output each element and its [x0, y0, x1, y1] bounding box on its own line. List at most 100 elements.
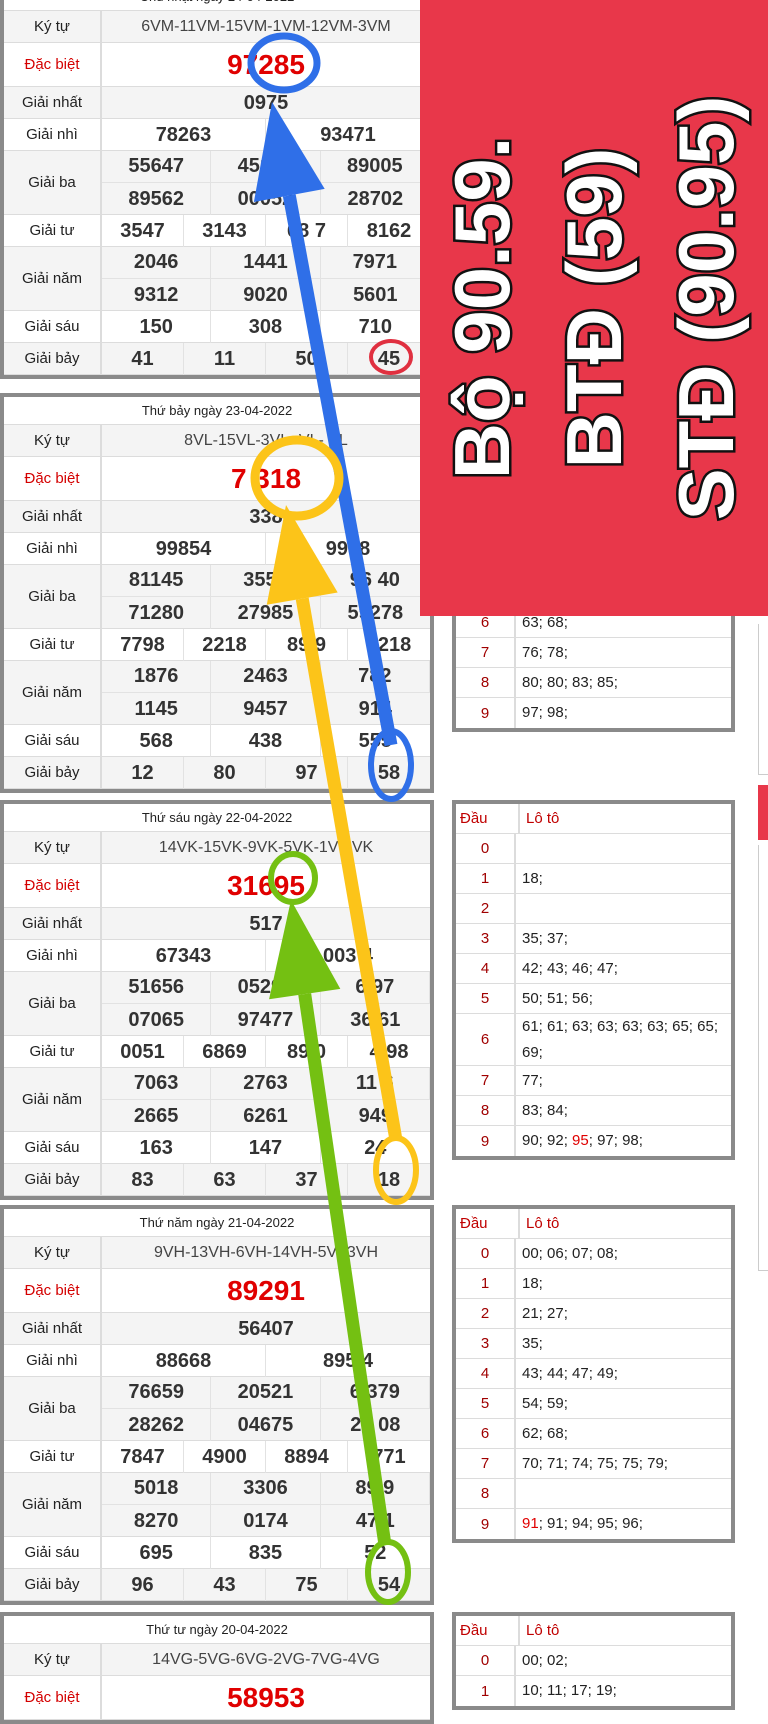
loto-row: 6 62; 68; — [456, 1419, 731, 1449]
loto-row: 9 90; 92; 95; 97; 98; — [456, 1126, 731, 1156]
prize-number: 1145 — [102, 693, 212, 725]
prize-label: Giải nhì — [4, 940, 102, 971]
prize-number: 56407 — [238, 1317, 294, 1340]
prize-number: 04675 — [211, 1409, 321, 1441]
loto-numbers: 91; 91; 94; 95; 96; — [516, 1509, 731, 1539]
loto-head-digit: 8 — [456, 668, 516, 697]
loto-head-digit: 8 — [456, 1096, 516, 1125]
loto-number-text: 54; 59; — [522, 1394, 568, 1412]
loto-head-digit: 2 — [456, 894, 516, 923]
prize-values: 5018 3306 89 9 8270 0174 47 1 — [102, 1473, 430, 1537]
prize-label: Giải tư — [4, 215, 102, 246]
loto-numbers: 63; 68; — [516, 608, 731, 637]
loto-number-text: 50; 51; 56; — [522, 989, 593, 1007]
loto-row: 0 00; 02; — [456, 1646, 731, 1676]
loto-numbers: 54; 59; — [516, 1389, 731, 1418]
prize-number: 9020 — [211, 279, 321, 311]
yellow-circle-318 — [250, 435, 344, 521]
prize-label: Giải nhì — [4, 119, 102, 150]
prize-number: 07065 — [102, 1004, 212, 1036]
loto-number-text: 35; — [522, 1334, 543, 1352]
prize-number: 9312 — [102, 279, 212, 311]
prize-label: Giải nhất — [4, 501, 102, 532]
partial-side-table — [758, 624, 768, 775]
yellow-circle-18 — [373, 1135, 419, 1205]
draw-date: Thứ năm ngày 21-04-2022 — [4, 1209, 430, 1237]
loto-values: 91; 91; 94; 95; 96; — [522, 1511, 643, 1537]
prize-label: Giải nhất — [4, 87, 102, 118]
loto-row: 7 76; 78; — [456, 638, 731, 668]
prize-label: Đặc biệt — [4, 457, 102, 500]
prize-number: 3143 — [184, 215, 266, 247]
prize-row-nam: Giải năm 5018 3306 89 9 8270 0174 47 1 — [4, 1473, 430, 1537]
loto-numbers: 70; 71; 74; 75; 75; 79; — [516, 1449, 731, 1478]
loto-values: 21; 27; — [522, 1301, 568, 1327]
prize-row-bay: Giải bảy 96 43 75 54 — [4, 1569, 430, 1601]
prize-number: 163 — [102, 1132, 212, 1164]
prize-number: 67343 — [102, 940, 266, 972]
prize-number: 41 — [102, 343, 184, 375]
loto-number-text: 97; 98; — [522, 704, 568, 721]
loto-row: 8 — [456, 1479, 731, 1509]
prize-number: 949 — [358, 1104, 392, 1127]
loto-table: 6 63; 68; 7 76; 78; 8 80; 80; 83; 85; 9 97; 98; — [452, 604, 735, 732]
prize-number: 27985 — [211, 597, 321, 629]
partial-side-banner — [758, 785, 768, 840]
loto-numbers: 00; 02; — [516, 1646, 731, 1675]
prize-number: 83 — [102, 1164, 184, 1196]
loto-head-digit: 5 — [456, 1389, 516, 1418]
prize-label: Giải nhất — [4, 908, 102, 939]
prize-row-db: Đặc biệt 89291 — [4, 1269, 430, 1313]
prize-row-kytu: Ký tự 9VH-13VH-6VH-14VH-5V -3VH — [4, 1237, 430, 1269]
loto-number-text: 83; 84; — [522, 1101, 568, 1119]
prize-number: 96 — [102, 1569, 184, 1601]
loto-row: 2 — [456, 894, 731, 924]
loto-numbers: 35; 37; — [516, 924, 731, 953]
loto-head-digit: 6 — [456, 1419, 516, 1448]
loto-number-text: 35; 37; — [522, 929, 568, 947]
prize-label: Giải năm — [4, 1068, 102, 1131]
prize-number: 695 — [102, 1537, 212, 1569]
prize-number: 2665 — [102, 1100, 212, 1132]
prize-number: 97 — [266, 757, 348, 789]
loto-head-digit: 7 — [456, 1449, 516, 1478]
prize-label: Giải năm — [4, 661, 102, 724]
prize-number: 76659 — [102, 1377, 212, 1409]
prize-values: 150 308 710 — [102, 311, 430, 343]
loto-head-digit: 9 — [456, 1509, 516, 1539]
loto-row: 7 70; 71; 74; 75; 75; 79; — [456, 1449, 731, 1479]
prize-number: 20521 — [211, 1377, 321, 1409]
prize-number: 78263 — [102, 119, 266, 151]
prize-label: Đặc biệt — [4, 43, 102, 86]
green-arrow-shaft — [298, 993, 392, 1546]
loto-values: 43; 44; 47; 49; — [522, 1361, 618, 1387]
loto-head-digit: 1 — [456, 1269, 516, 1298]
special-loto-number: 95 — [572, 1132, 589, 1149]
loto-row: 7 77; — [456, 1066, 731, 1096]
symbol-code: 14VK-15VK-9VK-5VK-1V 4VK — [158, 839, 374, 856]
prize-label: Giải ba — [4, 1377, 102, 1440]
prize-label: Giải nhì — [4, 1345, 102, 1376]
prize-label: Đặc biệt — [4, 864, 102, 907]
prize-number: 710 — [358, 315, 392, 338]
loto-number-text: 76; 78; — [522, 643, 568, 661]
dau-header: Đầu — [456, 1209, 520, 1238]
prize-number: 7063 — [102, 1068, 212, 1100]
yellow-arrow-head — [266, 505, 338, 605]
loto-numbers: 77; — [516, 1066, 731, 1095]
prize-number: 2218 — [184, 629, 266, 661]
prize-number: 37 — [266, 1164, 348, 1196]
prize-label: Giải bảy — [4, 343, 102, 374]
prize-row-sau: Giải sáu 150 308 710 — [4, 311, 430, 343]
prize-number: 93471 — [320, 123, 376, 146]
prize-values: 83 63 37 18 — [102, 1164, 430, 1196]
prize-label: Ký tự — [4, 1237, 102, 1268]
prize-label: Giải sáu — [4, 1132, 102, 1163]
prize-label: Giải tư — [4, 1036, 102, 1067]
prize-number: 11 — [184, 343, 266, 375]
prize-number: 771 — [372, 1445, 406, 1468]
loto-number-text: 42; 43; 46; 47; — [522, 959, 618, 977]
prize-row-kytu: Ký tự 14VG-5VG-6VG-2VG-7VG-4VG — [4, 1644, 430, 1676]
special-prize-number: 97285 — [227, 49, 305, 80]
blue-circle-58 — [368, 728, 414, 802]
